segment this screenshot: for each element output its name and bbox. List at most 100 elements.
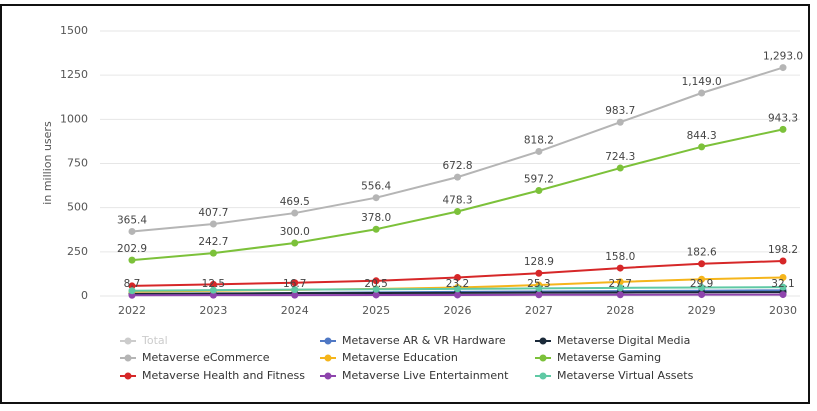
- series-point: [454, 208, 461, 216]
- data-label: 25.3: [527, 278, 550, 290]
- series-point: [616, 278, 624, 286]
- data-label: 182.6: [687, 247, 717, 259]
- series-point: [291, 209, 299, 217]
- series-point: [779, 283, 787, 291]
- data-label: 1,149.0: [682, 76, 722, 88]
- series-point: [779, 257, 787, 265]
- series-point: [779, 125, 787, 133]
- x-tick-label: 2027: [525, 304, 553, 317]
- series-point: [779, 64, 787, 72]
- y-tick-label: 1500: [60, 24, 88, 37]
- x-tick-label: 2023: [199, 304, 227, 317]
- data-label: 27.7: [609, 278, 632, 290]
- legend-swatch: [539, 372, 547, 380]
- y-tick-label: 1000: [60, 112, 88, 125]
- data-label: 300.0: [280, 226, 310, 238]
- legend-swatch: [324, 354, 332, 362]
- series-point: [616, 118, 624, 126]
- legend-label: Metaverse Education: [342, 351, 458, 364]
- series-point: [535, 284, 543, 292]
- data-label: 29.9: [690, 278, 713, 290]
- series-point: [209, 286, 217, 294]
- frame: [0, 4, 810, 404]
- series-point: [616, 284, 624, 292]
- series-point: [535, 269, 543, 277]
- legend-swatch: [324, 372, 332, 380]
- series-point: [209, 291, 217, 299]
- series-point: [535, 186, 543, 194]
- series-point: [535, 147, 543, 155]
- x-tick-label: 2030: [769, 304, 797, 317]
- data-label: 378.0: [361, 212, 391, 224]
- data-label: 407.7: [198, 207, 228, 219]
- data-label: 724.3: [605, 151, 635, 163]
- series-point: [372, 225, 380, 233]
- series-point: [209, 249, 217, 257]
- legend-label: Metaverse AR & VR Hardware: [342, 334, 506, 347]
- series-point: [291, 279, 299, 287]
- legend-label: Metaverse Digital Media: [557, 334, 690, 347]
- series-point: [128, 256, 136, 264]
- y-tick-label: 0: [81, 289, 88, 302]
- series-point: [616, 291, 624, 299]
- y-tick-label: 1250: [60, 68, 88, 81]
- data-label: 844.3: [687, 130, 717, 142]
- y-tick-label: 750: [67, 157, 88, 170]
- series-point: [128, 287, 136, 295]
- series-point: [698, 284, 706, 292]
- series-point: [372, 277, 380, 285]
- series-point: [291, 286, 299, 294]
- data-label: 32.1: [771, 278, 794, 290]
- data-label: 20.5: [364, 278, 387, 290]
- data-label: 158.0: [605, 251, 635, 263]
- x-tick-label: 2022: [118, 304, 146, 317]
- series-point: [698, 260, 706, 268]
- data-label: 983.7: [605, 105, 635, 117]
- data-label: 556.4: [361, 181, 391, 193]
- legend-label: Metaverse Health and Fitness: [142, 369, 305, 382]
- legend-label: Metaverse Gaming: [557, 351, 661, 364]
- legend-label: Metaverse Live Entertainment: [342, 369, 509, 382]
- x-tick-label: 2025: [362, 304, 390, 317]
- series-point: [209, 280, 217, 288]
- legend-swatch: [124, 354, 132, 362]
- x-tick-label: 2028: [606, 304, 634, 317]
- series-point: [128, 227, 136, 235]
- legend-label: Total: [141, 334, 168, 347]
- series-point: [698, 143, 706, 151]
- data-label: 478.3: [442, 195, 472, 207]
- x-tick-label: 2024: [281, 304, 309, 317]
- series-point: [779, 273, 787, 281]
- data-label: 597.2: [524, 173, 554, 185]
- y-tick-label: 250: [67, 245, 88, 258]
- series-point: [779, 291, 787, 299]
- y-tick-label: 500: [67, 201, 88, 214]
- data-label: 128.9: [524, 256, 554, 268]
- series-point: [698, 89, 706, 97]
- series-point: [454, 273, 461, 281]
- data-label: 469.5: [280, 196, 310, 208]
- data-label: 202.9: [117, 243, 147, 255]
- legend-label: Metaverse Virtual Assets: [557, 369, 694, 382]
- data-label: 23.2: [446, 278, 469, 290]
- data-label: 8.7: [124, 278, 141, 290]
- data-label: 242.7: [198, 236, 228, 248]
- legend-swatch: [539, 354, 547, 362]
- legend-label: Metaverse eCommerce: [142, 351, 270, 364]
- series-point: [454, 291, 461, 299]
- data-label: 1,293.0: [763, 51, 803, 63]
- legend-swatch: [539, 337, 547, 345]
- x-tick-label: 2029: [688, 304, 716, 317]
- legend-swatch: [124, 372, 132, 380]
- x-tick-label: 2026: [444, 304, 472, 317]
- series-point: [454, 285, 461, 293]
- series-point: [291, 239, 299, 247]
- series-point: [209, 220, 217, 228]
- y-axis-label: in million users: [41, 121, 54, 205]
- data-label: 672.8: [442, 160, 472, 172]
- series-point: [454, 173, 461, 181]
- data-label: 943.3: [768, 112, 798, 124]
- series-point: [616, 264, 624, 272]
- legend-swatch: [124, 337, 132, 345]
